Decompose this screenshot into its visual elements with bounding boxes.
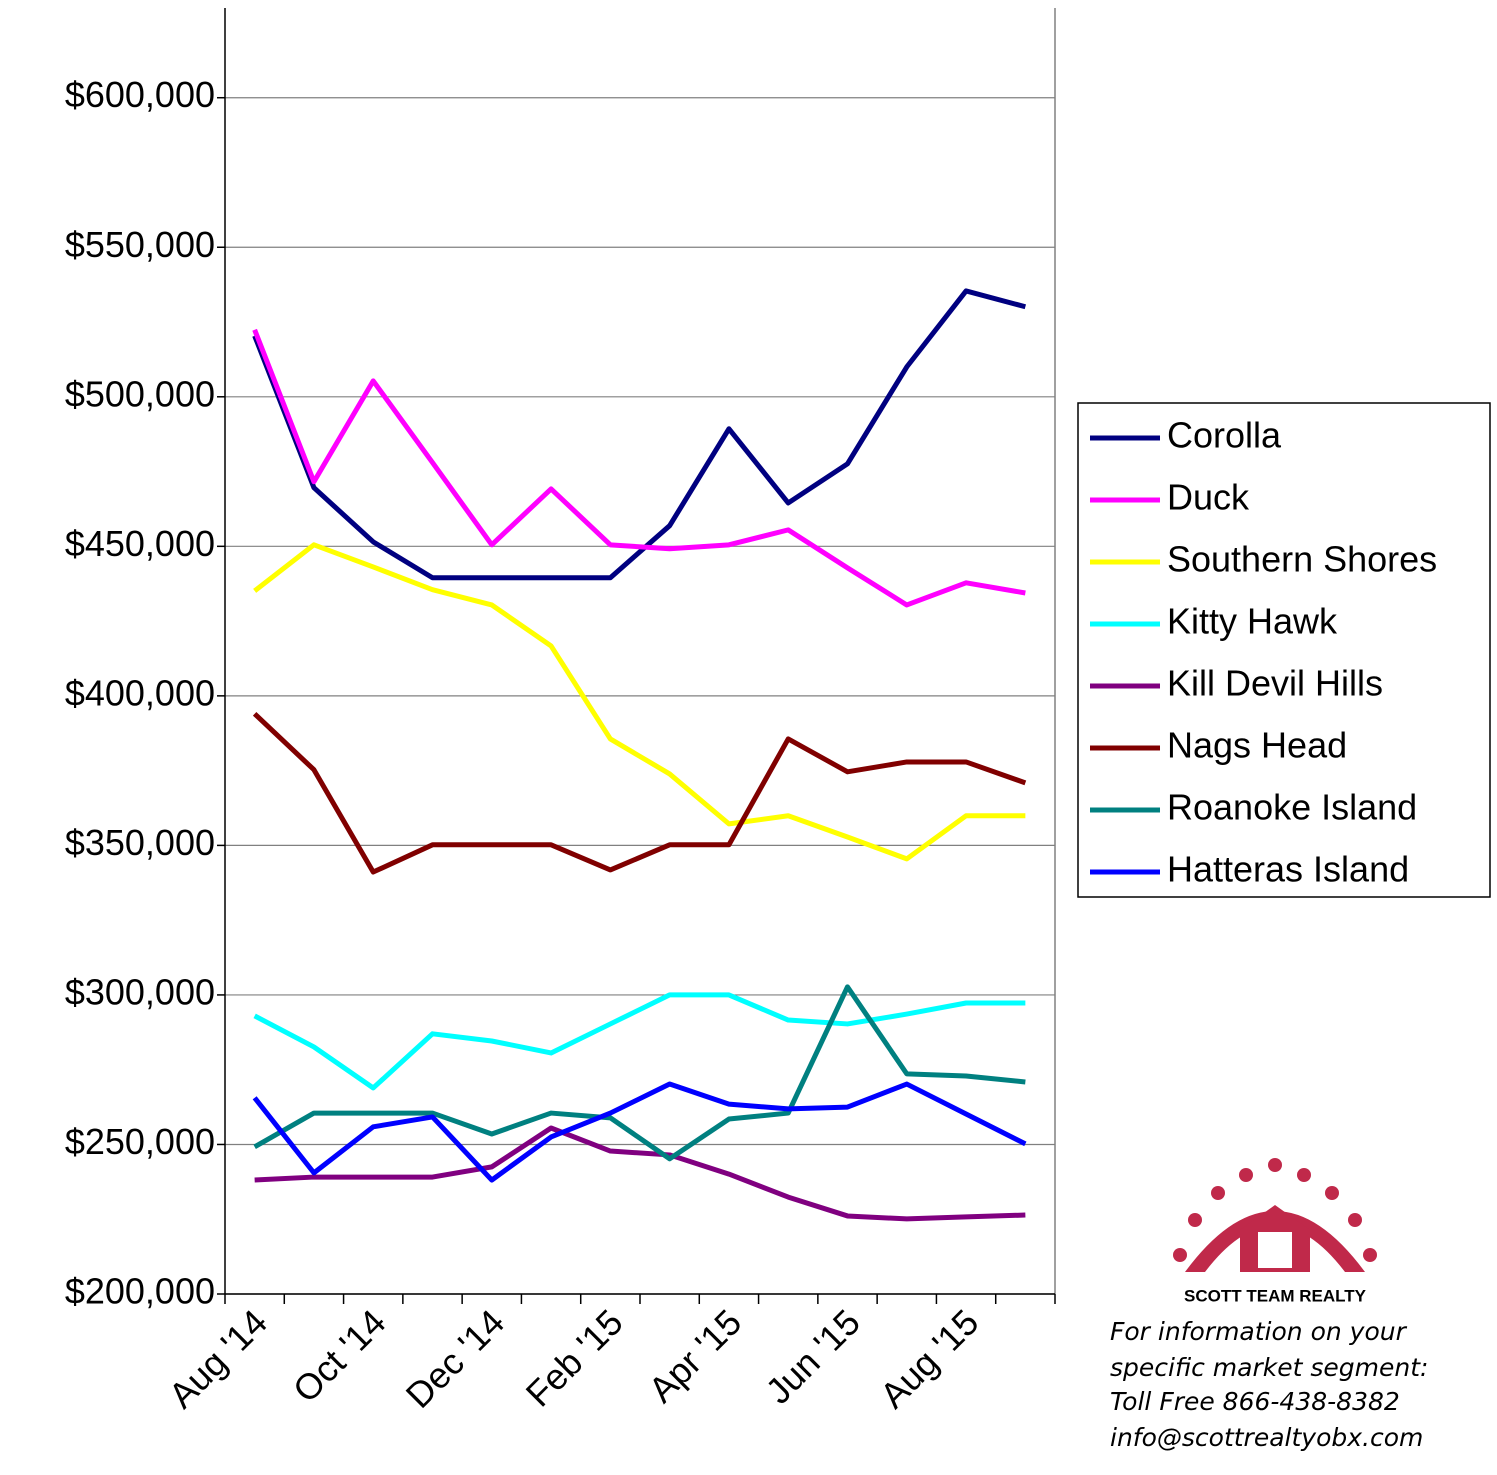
legend-label: Kitty Hawk — [1167, 601, 1338, 642]
series-line — [252, 711, 1027, 875]
footer-text: specific market segment: — [1110, 1353, 1428, 1382]
series-line — [254, 1125, 1026, 1222]
legend-label: Nags Head — [1167, 725, 1347, 766]
legend-label: Corolla — [1167, 415, 1282, 456]
y-tick-label: $250,000 — [65, 1121, 215, 1162]
footer-text: For information on your — [1110, 1317, 1408, 1346]
x-tick-label: Apr '15 — [640, 1301, 749, 1410]
legend-label: Southern Shores — [1167, 539, 1437, 580]
x-tick-label: Aug '15 — [872, 1301, 987, 1416]
series-line — [253, 984, 1026, 1162]
y-tick-label: $600,000 — [65, 74, 215, 115]
y-tick-label: $400,000 — [65, 672, 215, 713]
y-tick-label: $550,000 — [65, 224, 215, 265]
legend-label: Hatteras Island — [1167, 849, 1409, 890]
series-line — [253, 542, 1026, 862]
series-line — [252, 328, 1026, 608]
series-line — [252, 288, 1027, 581]
x-tick-label: Jun '15 — [758, 1301, 868, 1411]
x-tick-label: Feb '15 — [518, 1301, 631, 1414]
y-tick-label: $350,000 — [65, 822, 215, 863]
logo-text: SCOTT TEAM REALTY — [1184, 1286, 1367, 1305]
series-line — [253, 992, 1026, 1091]
y-tick-label: $500,000 — [65, 373, 215, 414]
legend-label: Duck — [1167, 477, 1250, 518]
legend-box — [1077, 402, 1491, 898]
legend-label: Kill Devil Hills — [1167, 663, 1383, 704]
x-tick-label: Aug '14 — [160, 1301, 275, 1416]
series-line — [252, 1081, 1027, 1183]
x-tick-label: Dec '14 — [398, 1301, 513, 1416]
footer-text: Toll Free 866-438-8382 — [1110, 1387, 1400, 1416]
logo — [1173, 1158, 1377, 1272]
y-tick-label: $450,000 — [65, 523, 215, 564]
y-tick-label: $300,000 — [65, 971, 215, 1012]
y-tick-label: $200,000 — [65, 1271, 215, 1312]
legend-label: Roanoke Island — [1167, 787, 1417, 828]
x-tick-label: Oct '14 — [285, 1301, 394, 1410]
footer-text: info@scottrealtyobx.com — [1110, 1423, 1423, 1452]
